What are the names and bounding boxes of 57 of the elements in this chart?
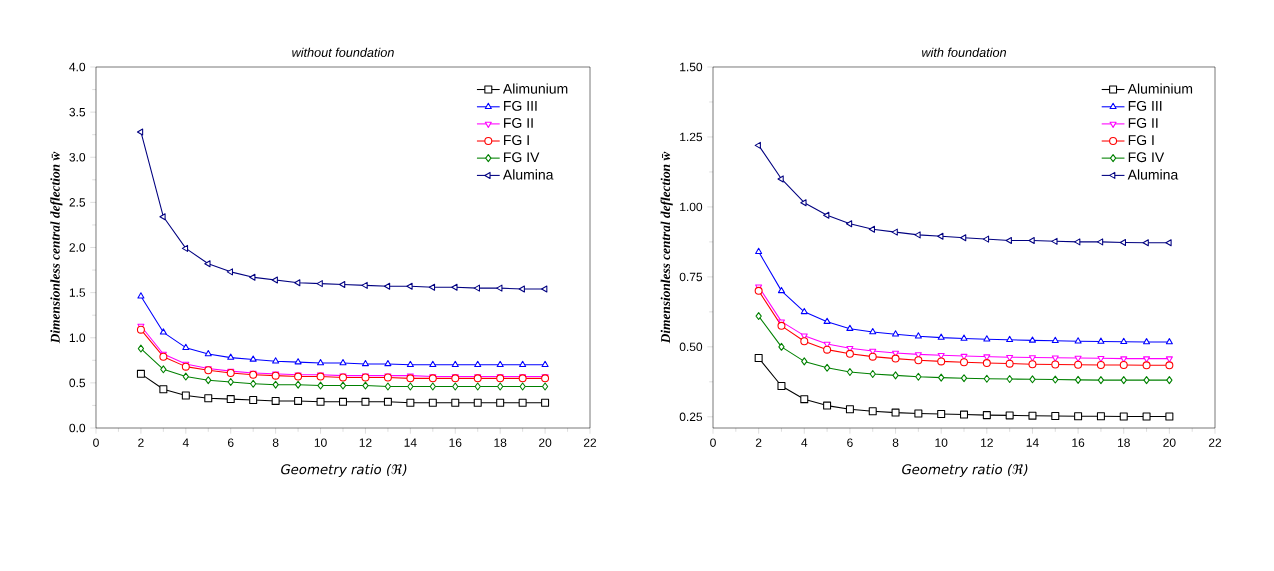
y-tick-label: 0.50	[679, 342, 703, 352]
y-axis-title: Dimensionless central deflection w̄	[660, 151, 673, 344]
y-tick-label: 1.0	[69, 333, 86, 343]
legend-label: FG IV	[504, 152, 540, 163]
legend-label: FG III	[1128, 100, 1162, 111]
y-tick-label: 1.5	[69, 288, 86, 297]
y-tick-label: 1.00	[680, 202, 703, 212]
legend-label: FG III	[504, 100, 537, 111]
x-tick-label: 14	[404, 438, 417, 447]
x-tick-label: 22	[1208, 438, 1222, 447]
legend-label: Alumina	[502, 169, 554, 180]
y-tick-label: 3.0	[69, 152, 86, 162]
y-tick-label: 1.50	[680, 62, 703, 72]
x-tick-label: 22	[583, 438, 597, 447]
x-tick-label: 16	[449, 438, 462, 447]
x-tick-label: 14	[1026, 438, 1039, 447]
y-tick-label: 0.5	[69, 378, 86, 388]
x-tick-label: 6	[847, 438, 853, 447]
x-axis-title: Geometry ratio (ℜ)	[902, 464, 1028, 477]
legend-label: FG IV	[1128, 152, 1165, 163]
legend-label: FG II	[504, 118, 533, 128]
x-tick-label: 12	[359, 438, 372, 447]
x-tick-label: 18	[1117, 438, 1130, 447]
legend-label: Alimunium	[502, 83, 568, 94]
x-tick-label: 4	[801, 438, 808, 447]
y-axis-title: Dimensionless central deflection w̄	[50, 151, 63, 344]
y-tick-label: 0.0	[69, 423, 86, 433]
x-tick-label: 0	[710, 438, 716, 447]
x-tick-label: 12	[981, 438, 993, 447]
legend-label: FG I	[1128, 135, 1154, 146]
y-tick-label: 4.0	[69, 62, 86, 72]
y-tick-label: 2.5	[69, 198, 86, 207]
chart-title: with foundation	[922, 47, 1007, 57]
y-tick-label: 0.25	[679, 412, 703, 422]
legend-label: Alumina	[1127, 169, 1179, 180]
x-tick-label: 4	[182, 438, 189, 447]
y-tick-label: 2.0	[69, 243, 86, 252]
x-tick-label: 16	[1072, 438, 1085, 447]
x-tick-label: 6	[228, 438, 234, 447]
x-tick-label: 0	[93, 438, 99, 447]
legend-label: FG II	[1128, 118, 1158, 128]
y-tick-label: 1.25	[680, 132, 703, 142]
x-tick-label: 2	[138, 438, 144, 447]
legend-label: Aluminium	[1127, 83, 1193, 94]
y-tick-label: 0.75	[679, 272, 703, 282]
x-tick-label: 2	[755, 438, 762, 447]
chart-title: without foundation	[292, 47, 394, 57]
x-tick-label: 20	[1163, 438, 1176, 447]
x-tick-label: 18	[494, 438, 507, 447]
legend-label: FG I	[504, 135, 529, 146]
x-axis-title: Geometry ratio (ℜ)	[281, 464, 407, 477]
x-tick-label: 8	[272, 438, 279, 447]
y-tick-label: 3.5	[69, 107, 86, 117]
x-tick-label: 20	[539, 438, 552, 447]
x-tick-label: 10	[314, 438, 327, 447]
x-tick-label: 8	[892, 438, 899, 447]
x-tick-label: 10	[935, 438, 948, 447]
